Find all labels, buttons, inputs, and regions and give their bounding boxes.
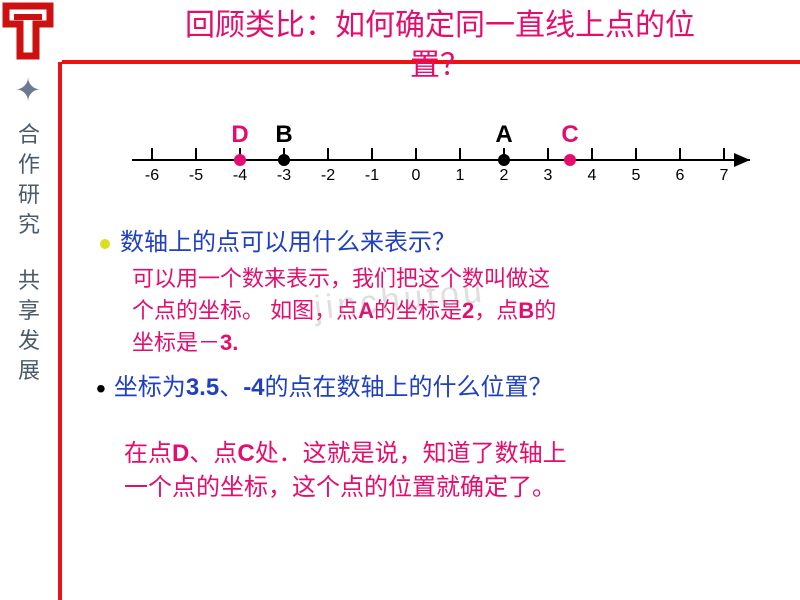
header-rule-v [58,62,62,600]
title-line1: 回顾类比：如何确定同一直线上点的位 [92,6,788,46]
logo [0,0,62,62]
content-area: 回顾类比：如何确定同一直线上点的位 置？ -6 -5 -4 -3 -2 -1 0 1 2 3 4 5 6… [92,6,788,592]
svg-text:A: A [495,121,512,148]
question-2: •坐标为3.5、-4的点在数轴上的什么位置？ [96,367,788,405]
left-rail: ✦ 合作研究共享发展 [0,0,90,600]
svg-text:B: B [275,121,292,148]
vertical-caption: 合作研究共享发展 [14,120,44,386]
svg-text:4: 4 [588,167,597,184]
number-line: -6 -5 -4 -3 -2 -1 0 1 2 3 4 5 6 7 A B C D [92,120,788,210]
svg-text:2: 2 [500,167,509,184]
svg-text:-6: -6 [145,167,159,184]
svg-text:-1: -1 [365,167,379,184]
svg-text:1: 1 [456,167,465,184]
page-title: 回顾类比：如何确定同一直线上点的位 置？ [92,6,788,86]
svg-text:-4: -4 [233,167,247,184]
answer-1: 可以用一个数来表示，我们把这个数叫做这 个点的坐标。 如图，点A的坐标是2，点B… [132,263,788,359]
svg-text:6: 6 [676,167,685,184]
svg-text:-2: -2 [321,167,335,184]
svg-text:5: 5 [632,167,641,184]
title-line2: 置？ [92,46,788,86]
svg-text:0: 0 [412,167,421,184]
svg-text:C: C [561,121,578,148]
svg-text:D: D [231,121,248,148]
svg-text:3: 3 [544,167,553,184]
star-icon: ✦ [8,70,48,110]
bullet-dot-icon: • [96,373,106,404]
answer-2: 在点D、点C处．这就是说，知道了数轴上 一个点的坐标，这个点的位置就确定了。 [124,437,788,505]
svg-text:-3: -3 [277,167,291,184]
svg-text:-5: -5 [189,167,203,184]
question-1: 数轴上的点可以用什么来表示？ [100,222,788,257]
svg-text:7: 7 [720,167,729,184]
bullet-icon [100,239,110,249]
